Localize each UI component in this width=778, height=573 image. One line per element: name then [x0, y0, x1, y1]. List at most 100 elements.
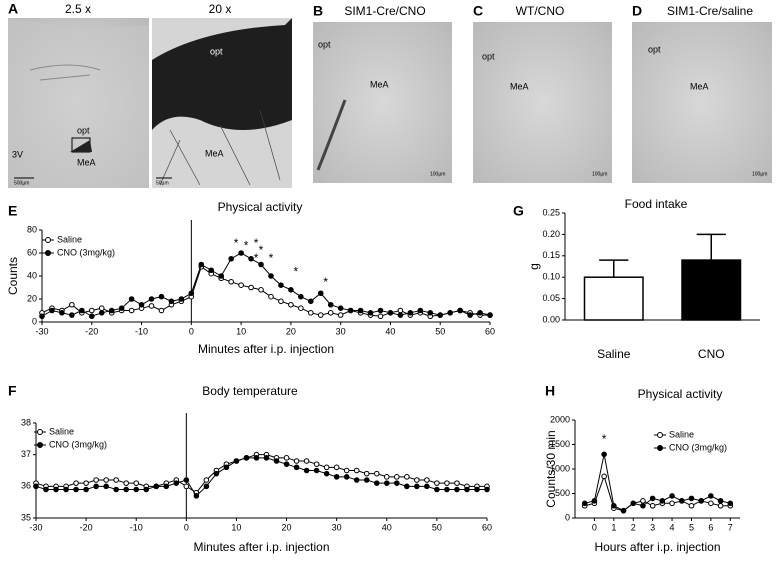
legend-label: Saline — [669, 429, 694, 439]
chart-title: Body temperature — [202, 384, 298, 398]
y-tick-label: 0.05 — [542, 293, 560, 303]
marker — [153, 483, 160, 490]
x-tick-label: 0 — [189, 326, 194, 336]
marker — [649, 502, 656, 509]
marker — [424, 477, 430, 483]
legend-label: Saline — [57, 234, 82, 244]
series-line — [584, 474, 731, 512]
marker — [397, 312, 404, 318]
y-tick-label: 0 — [32, 316, 37, 326]
marker — [717, 502, 724, 509]
marker — [93, 483, 99, 490]
micrograph — [632, 22, 772, 183]
marker — [188, 290, 195, 297]
x-tick-label: 3 — [650, 522, 655, 532]
marker — [298, 305, 304, 312]
marker — [228, 255, 234, 262]
marker — [337, 305, 344, 312]
marker — [208, 267, 215, 274]
panel-title: WT/CNO — [516, 4, 565, 18]
region-label: opt — [210, 46, 223, 56]
series-line — [41, 252, 491, 317]
marker — [434, 480, 440, 486]
marker — [33, 483, 39, 490]
marker — [363, 470, 370, 477]
marker — [223, 464, 230, 471]
marker — [308, 310, 314, 316]
chart-title: Food intake — [625, 197, 688, 211]
marker — [308, 298, 314, 305]
marker — [263, 455, 270, 461]
marker — [414, 477, 420, 483]
series-line — [41, 266, 490, 317]
legend-marker — [37, 442, 43, 448]
marker — [123, 480, 129, 486]
marker — [49, 307, 55, 314]
x-tick-label: 30 — [332, 522, 342, 532]
y-axis-label: Counts — [6, 257, 20, 295]
x-tick-label: CNO — [698, 347, 725, 361]
panel-title: SIM1-Cre/CNO — [344, 4, 425, 18]
x-tick-label: 40 — [382, 522, 392, 532]
marker — [383, 474, 390, 480]
y-tick-label: 0.25 — [542, 207, 560, 217]
y-tick-label: 0.15 — [542, 250, 560, 260]
marker — [178, 296, 185, 302]
marker — [253, 455, 260, 461]
significance: * — [602, 432, 607, 446]
x-tick-label: 0 — [592, 522, 597, 532]
region-label: MeA — [205, 148, 224, 158]
panel-title: SIM1-Cre/saline — [667, 4, 753, 18]
marker — [404, 474, 410, 480]
bar — [681, 259, 742, 321]
y-tick-label: 500 — [555, 488, 570, 498]
marker — [59, 310, 65, 316]
marker — [611, 502, 617, 509]
legend-marker — [657, 445, 663, 451]
marker — [698, 498, 704, 504]
marker — [464, 486, 470, 493]
x-tick-label: Saline — [597, 347, 631, 361]
marker — [313, 467, 320, 474]
panel-letter: F — [8, 383, 17, 399]
y-tick-label: 80 — [27, 224, 37, 234]
marker — [158, 293, 165, 300]
marker — [454, 486, 460, 493]
significance: * — [259, 243, 264, 257]
marker — [138, 301, 145, 308]
marker — [323, 470, 330, 477]
bar — [583, 276, 644, 321]
marker — [487, 312, 493, 318]
panel-letter: E — [8, 203, 17, 219]
marker — [288, 287, 294, 293]
marker — [437, 312, 444, 318]
marker — [148, 303, 155, 309]
marker — [83, 486, 89, 493]
series-line — [35, 457, 487, 497]
significance: * — [254, 251, 259, 265]
marker — [108, 307, 115, 314]
marker — [73, 486, 79, 493]
tissue-edge — [29, 64, 101, 81]
x-tick-label: -10 — [135, 326, 148, 336]
fibers — [159, 109, 281, 186]
marker — [128, 307, 135, 314]
scale-label: 500µm — [14, 180, 29, 186]
marker — [434, 486, 440, 493]
marker — [173, 480, 180, 486]
y-tick-label: 37 — [21, 449, 31, 459]
y-tick-label: 1000 — [550, 463, 570, 473]
marker — [407, 310, 414, 316]
marker — [158, 307, 165, 314]
x-tick-label: 30 — [336, 326, 346, 336]
marker — [203, 477, 210, 483]
marker — [183, 477, 190, 483]
marker — [333, 474, 340, 480]
marker — [353, 467, 360, 474]
chart-title: Physical activity — [218, 200, 303, 214]
marker — [477, 310, 483, 316]
marker — [447, 310, 453, 316]
marker — [373, 470, 380, 477]
legend-marker — [45, 250, 51, 256]
marker — [620, 507, 627, 514]
